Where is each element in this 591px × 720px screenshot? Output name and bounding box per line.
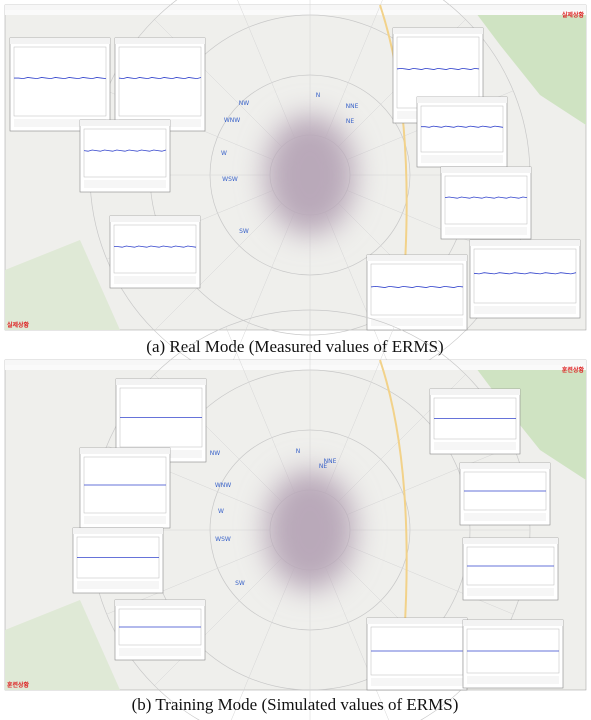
mode-label: 실제상황 [7,321,30,329]
compass-label: NW [239,100,249,107]
compass-label: WNW [215,482,231,489]
erms-window [80,120,170,192]
window-title-bar [463,538,558,544]
window-title-bar [430,389,520,395]
window-title-bar [80,120,170,126]
window-title-bar [80,448,170,454]
erms-window [430,389,520,454]
erms-window [463,538,558,600]
compass-label: W [218,508,224,515]
erms-window [417,97,507,167]
window-title-bar [73,528,163,534]
toolbar [5,365,586,370]
title-bar [5,360,586,365]
plot-frame [119,47,201,116]
window-footer [467,676,559,684]
plot-frame [445,176,527,224]
mode-label: 훈련상황 [7,681,30,689]
compass-label: NNE [346,103,359,110]
erms-window [460,463,550,525]
compass-label: SW [235,580,245,587]
caption: (a) Real Mode (Measured values of ERMS) [146,337,443,356]
window-footer [119,648,201,656]
window-title-bar [393,28,483,34]
window-footer [445,227,527,235]
window-footer [467,588,554,596]
window-footer [434,442,516,450]
window-title-bar [441,167,531,173]
window-footer [371,318,463,326]
window-footer [84,516,166,524]
window-title-bar [10,38,110,44]
mode-label: 실제상황 [562,11,585,19]
window-footer [77,581,159,589]
window-title-bar [470,240,580,246]
figure: NNNENENWWNWWWSWSW실제상황실제상황(a) Real Mode (… [0,0,591,720]
compass-label: WSW [222,176,238,183]
erms-window [115,38,205,131]
erms-window [10,38,110,131]
window-footer [474,306,576,314]
window-title-bar [417,97,507,103]
compass-label: WNW [224,117,240,124]
erms-window [463,620,563,688]
compass-label: N [296,448,301,455]
erms-window [73,528,163,593]
window-title-bar [460,463,550,469]
compass-label: NE [319,463,327,470]
window-title-bar [116,379,206,385]
window-footer [371,678,463,686]
erms-window [110,216,200,288]
window-footer [421,155,503,163]
erms-window [80,448,170,528]
compass-label: W [221,150,227,157]
plot-frame [114,225,196,273]
window-title-bar [367,618,467,624]
erms-window [367,618,467,690]
erms-window [115,600,205,660]
erms-window [441,167,531,239]
blurred-site [265,115,355,235]
title-bar [5,5,586,10]
compass-label: WSW [215,536,231,543]
compass-label: SW [239,228,249,235]
compass-label: NW [210,450,220,457]
window-footer [114,276,196,284]
plot-frame [474,249,576,303]
plot-frame [421,106,503,152]
mode-label: 훈련상황 [562,366,585,374]
window-title-bar [115,600,205,606]
erms-window [367,255,467,330]
plot-frame [84,129,166,177]
compass-label: NE [346,118,354,125]
window-footer [464,513,546,521]
blurred-site [265,470,355,590]
window-title-bar [367,255,467,261]
plot-frame [371,264,463,315]
window-title-bar [110,216,200,222]
plot-frame [14,47,106,116]
caption: (b) Training Mode (Simulated values of E… [132,695,459,714]
window-footer [84,180,166,188]
window-title-bar [463,620,563,626]
toolbar [5,10,586,15]
erms-window [470,240,580,318]
window-title-bar [115,38,205,44]
compass-label: N [316,92,321,99]
